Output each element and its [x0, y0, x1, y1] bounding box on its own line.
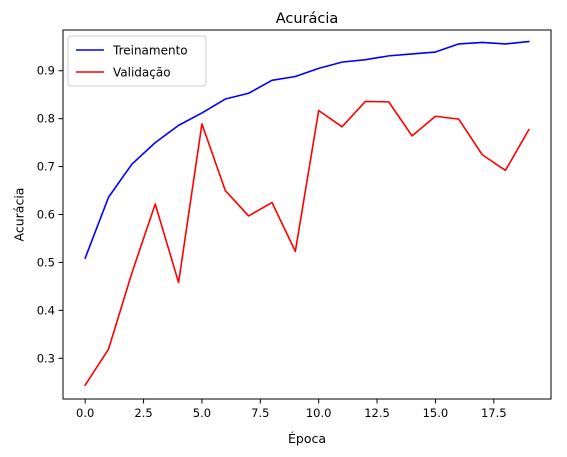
y-tick-label: 0.9: [37, 64, 55, 78]
x-tick-label: 7.5: [251, 406, 269, 420]
series-line-validacao: [84, 100, 530, 387]
chart-title: Acurácia: [276, 11, 339, 27]
x-tick-label: 12.5: [364, 406, 390, 420]
legend-box: [67, 35, 207, 87]
series-layer: [84, 40, 530, 387]
y-tick-label: 0.8: [37, 112, 55, 126]
x-tick-label: 17.5: [481, 406, 507, 420]
series-line-treinamento: [84, 40, 530, 260]
y-tick-label: 0.7: [37, 160, 55, 174]
x-tick-label: 15.0: [423, 406, 449, 420]
y-tick-label: 0.6: [37, 208, 55, 222]
x-tick-label: 5.0: [193, 406, 211, 420]
y-tick-label: 0.3: [37, 351, 55, 365]
legend: Treinamento Validação: [67, 35, 207, 87]
y-axis: 0.3 0.4 0.5 0.6 0.7 0.8 0.9: [37, 64, 63, 365]
legend-label-validacao: Validação: [113, 66, 171, 80]
legend-label-treinamento: Treinamento: [112, 44, 188, 58]
x-axis: 0.0 2.5 5.0 7.5 10.0 12.5 15.0 17.5: [76, 399, 507, 420]
x-tick-label: 10.0: [306, 406, 332, 420]
x-axis-label: Época: [288, 431, 326, 446]
y-axis-label: Acurácia: [12, 188, 27, 242]
y-tick-label: 0.5: [37, 255, 55, 269]
x-tick-label: 2.5: [134, 406, 152, 420]
y-tick-label: 0.4: [37, 303, 55, 317]
x-tick-label: 0.0: [76, 406, 94, 420]
